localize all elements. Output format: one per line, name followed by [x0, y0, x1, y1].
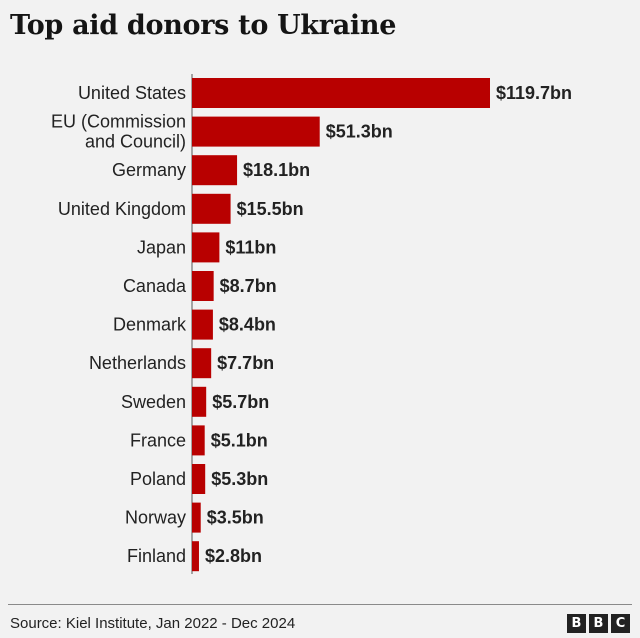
logo-letter-c: C	[611, 614, 630, 633]
bar-canada	[192, 271, 214, 301]
category-label-united-kingdom: United Kingdom	[58, 199, 186, 219]
value-label-canada: $8.7bn	[220, 276, 277, 296]
bar-finland	[192, 541, 199, 572]
category-label-france: France	[130, 430, 186, 450]
category-label-denmark: Denmark	[113, 315, 187, 335]
value-label-denmark: $8.4bn	[219, 315, 276, 335]
bar-united-kingdom	[192, 193, 231, 224]
footer-divider	[8, 604, 632, 605]
bar-poland	[192, 464, 206, 494]
bar-norway	[192, 502, 201, 533]
category-label-united-states: United States	[78, 83, 186, 103]
bar-japan	[192, 232, 220, 263]
value-label-norway: $3.5bn	[207, 508, 264, 528]
category-label-netherlands: Netherlands	[89, 353, 186, 373]
bar-sweden	[192, 386, 207, 417]
bar-united-states	[192, 78, 490, 108]
logo-letter-b2: B	[589, 614, 608, 633]
logo-letter-b1: B	[567, 614, 586, 633]
value-label-france: $5.1bn	[211, 430, 268, 450]
bbc-logo: B B C	[567, 614, 630, 633]
bar-denmark	[192, 309, 213, 340]
value-label-sweden: $5.7bn	[212, 392, 269, 412]
category-label-norway: Norway	[125, 508, 186, 528]
category-label-japan: Japan	[137, 237, 186, 257]
category-label-finland: Finland	[127, 546, 186, 566]
bar-netherlands	[192, 348, 212, 379]
category-label-eu-commission-and-council: EU (Commission	[51, 112, 186, 132]
value-label-germany: $18.1bn	[243, 160, 310, 180]
bar-france	[192, 425, 205, 456]
value-label-japan: $11bn	[225, 237, 276, 257]
category-label-germany: Germany	[112, 160, 186, 180]
value-label-eu-commission-and-council: $51.3bn	[326, 122, 393, 142]
chart-title: Top aid donors to Ukraine	[10, 10, 397, 41]
bar-eu-commission-and-council	[192, 116, 320, 147]
category-label-eu-commission-and-council: and Council)	[85, 132, 186, 152]
category-label-canada: Canada	[123, 276, 187, 296]
value-label-finland: $2.8bn	[205, 546, 262, 566]
category-label-poland: Poland	[130, 469, 186, 489]
value-label-united-kingdom: $15.5bn	[237, 199, 304, 219]
bar-germany	[192, 155, 238, 186]
source-note: Source: Kiel Institute, Jan 2022 - Dec 2…	[10, 615, 296, 632]
value-label-poland: $5.3bn	[211, 469, 268, 489]
category-label-sweden: Sweden	[121, 392, 186, 412]
value-label-united-states: $119.7bn	[496, 83, 572, 103]
value-label-netherlands: $7.7bn	[217, 353, 274, 373]
